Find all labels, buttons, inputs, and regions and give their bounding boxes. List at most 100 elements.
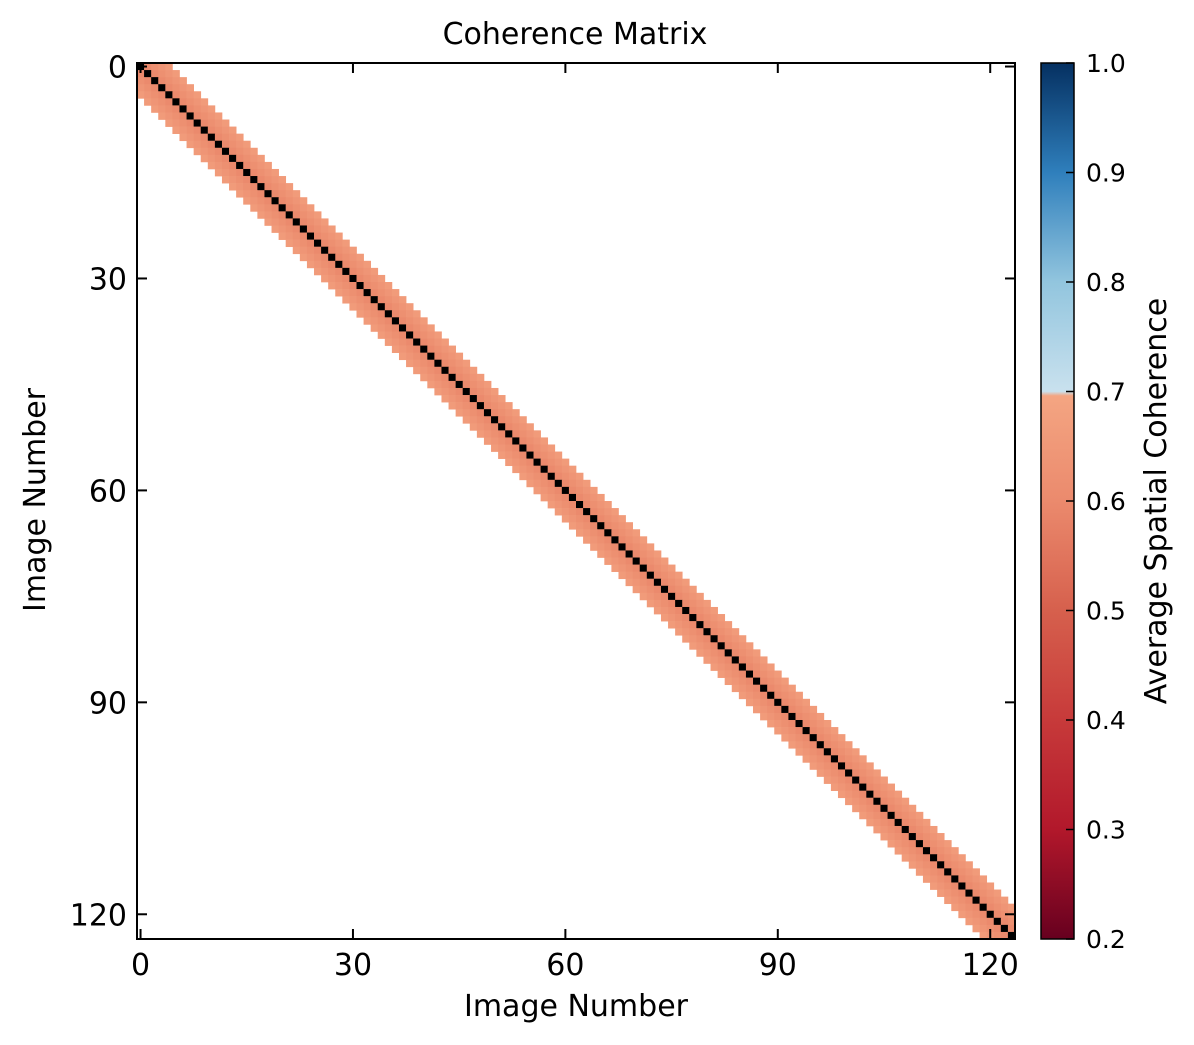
heatmap-cell	[894, 811, 903, 820]
heatmap-cell	[724, 628, 733, 636]
heatmap-cell	[979, 910, 988, 919]
heatmap-cell	[632, 564, 641, 572]
heatmap-cell	[158, 112, 166, 120]
heatmap-cell	[972, 868, 980, 876]
heatmap-cell	[321, 218, 329, 226]
heatmap-cell	[965, 917, 973, 926]
heatmap-cell	[243, 154, 251, 163]
heatmap-cell	[264, 168, 272, 177]
heatmap-cell	[193, 112, 202, 120]
heatmap-cell	[476, 373, 485, 382]
heatmap-cell	[434, 373, 442, 382]
heatmap-cell-diagonal	[427, 352, 435, 361]
y-tick-label: 0	[108, 51, 127, 86]
heatmap-cell	[455, 395, 464, 403]
heatmap-cell-diagonal	[745, 670, 754, 678]
heatmap-cell	[717, 614, 726, 622]
heatmap-cell	[491, 387, 499, 396]
heatmap-cell	[257, 161, 265, 170]
heatmap-cell	[512, 416, 520, 424]
heatmap-cell	[795, 705, 803, 714]
heatmap-cell	[731, 677, 740, 686]
heatmap-cell	[505, 423, 513, 431]
heatmap-cell	[632, 550, 641, 558]
heatmap-cell	[795, 748, 803, 756]
heatmap-cell	[229, 183, 237, 191]
heatmap-cell	[738, 670, 747, 678]
heatmap-cell	[668, 578, 676, 587]
heatmap-cell	[760, 656, 768, 664]
heatmap-cell-diagonal	[830, 755, 839, 763]
x-tick-label: 0	[131, 948, 150, 983]
heatmap-cell	[660, 599, 669, 608]
heatmap-cell	[151, 84, 159, 92]
heatmap-cell	[639, 536, 648, 544]
heatmap-cell	[710, 656, 718, 664]
heatmap-cell-diagonal	[944, 868, 952, 876]
heatmap-cell	[165, 77, 173, 85]
heatmap-cell	[590, 543, 598, 551]
heatmap-cell-diagonal	[370, 296, 379, 304]
heatmap-cell	[498, 402, 506, 410]
heatmap-cell	[172, 77, 180, 85]
heatmap-cell	[229, 168, 237, 177]
heatmap-cell	[391, 324, 400, 332]
heatmap-cell	[852, 769, 860, 777]
heatmap-cell-diagonal	[845, 769, 853, 777]
heatmap-cell	[837, 776, 846, 784]
heatmap-cell	[760, 705, 768, 714]
heatmap-cell	[993, 924, 1002, 933]
heatmap-cell	[646, 550, 655, 558]
heatmap-cell	[937, 854, 945, 862]
heatmap-cell	[915, 868, 924, 876]
heatmap-cell	[731, 670, 740, 678]
heatmap-cell	[590, 493, 598, 502]
heatmap-cell	[675, 578, 683, 587]
heatmap-cell	[264, 176, 272, 184]
heatmap-cell	[745, 677, 754, 686]
heatmap-cell	[668, 621, 676, 629]
heatmap-cell	[342, 296, 350, 304]
heatmap-cell	[837, 741, 846, 749]
heatmap-cell	[505, 451, 513, 459]
heatmap-cell	[221, 133, 230, 142]
heatmap-cell	[292, 190, 301, 198]
heatmap-cell-diagonal	[172, 98, 180, 106]
heatmap-cell	[165, 105, 173, 113]
heatmap-cell	[299, 246, 308, 255]
heatmap-cell	[830, 769, 839, 777]
heatmap-cell-diagonal	[144, 70, 152, 78]
heatmap-cell	[356, 260, 364, 269]
heatmap-cell	[413, 310, 421, 318]
heatmap-cell	[172, 126, 180, 134]
heatmap-cell	[930, 882, 938, 890]
heatmap-cell	[710, 649, 718, 657]
heatmap-cell	[809, 720, 818, 728]
heatmap-cell	[271, 225, 279, 233]
colorbar-tick-label: 0.3	[1086, 816, 1126, 845]
heatmap-cell	[710, 621, 718, 629]
heatmap-cell	[420, 317, 428, 325]
y-tick-label: 120	[70, 898, 127, 933]
plot-frame	[136, 62, 1016, 940]
heatmap-cell	[880, 833, 888, 841]
heatmap-cell	[243, 161, 251, 170]
heatmap-cell	[576, 486, 584, 495]
heatmap-cell	[576, 515, 584, 523]
heatmap-cell	[271, 218, 279, 226]
heatmap-cell	[823, 755, 832, 763]
heatmap-cell	[703, 606, 711, 615]
heatmap-cell	[434, 345, 442, 353]
heatmap-cell	[951, 903, 959, 912]
heatmap-cell	[774, 670, 782, 678]
heatmap-cell	[845, 762, 853, 770]
heatmap-cell	[774, 684, 782, 693]
heatmap-cell	[576, 508, 584, 516]
heatmap-cell-diagonal	[264, 190, 272, 198]
heatmap-cell	[753, 705, 761, 714]
heatmap-cell	[229, 161, 237, 170]
heatmap-cell	[384, 282, 393, 290]
heatmap-cell	[887, 790, 895, 799]
heatmap-cell	[398, 310, 407, 318]
heatmap-cell	[675, 614, 683, 622]
